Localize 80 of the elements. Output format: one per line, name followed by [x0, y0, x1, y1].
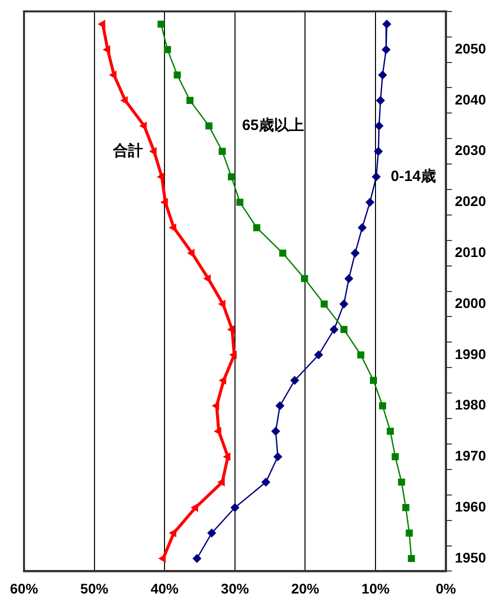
point	[386, 428, 394, 435]
point	[376, 96, 385, 105]
point	[382, 45, 391, 54]
series-label: 0-14歳	[390, 168, 436, 185]
point	[330, 324, 339, 334]
point	[218, 148, 226, 155]
point	[290, 376, 300, 385]
point	[301, 275, 308, 282]
point	[190, 503, 198, 512]
y-tick-label: 1980	[454, 396, 486, 413]
point	[253, 224, 260, 232]
y-tick-label: 2020	[454, 193, 486, 210]
point	[372, 172, 381, 182]
point	[98, 20, 106, 28]
point	[379, 402, 386, 410]
series-label: 合計	[112, 142, 144, 160]
point	[402, 504, 410, 512]
point	[370, 376, 377, 384]
point	[398, 478, 406, 486]
point	[174, 71, 181, 79]
y-tick-label: 2030	[454, 142, 486, 158]
x-tick-label: 20%	[291, 580, 320, 596]
point	[408, 554, 415, 562]
point	[320, 300, 328, 308]
point	[314, 350, 324, 360]
point	[203, 274, 211, 283]
point	[374, 146, 383, 156]
point	[187, 248, 195, 258]
point	[279, 250, 286, 257]
point	[406, 529, 413, 537]
y-tick-label: 1990	[454, 346, 486, 362]
point	[340, 326, 348, 334]
point	[192, 554, 202, 563]
point	[273, 452, 282, 462]
point	[158, 20, 165, 28]
y-tick-label: 2040	[454, 91, 486, 108]
point	[271, 426, 280, 436]
point	[350, 248, 360, 258]
x-tick-label: 50%	[80, 580, 109, 596]
y-tick-label: 1950	[454, 549, 486, 566]
point	[217, 478, 225, 486]
point	[156, 172, 164, 182]
point	[205, 122, 212, 130]
point	[222, 452, 230, 462]
x-tick-label: 60%	[10, 580, 39, 596]
x-tick-label: 40%	[150, 580, 180, 596]
point	[168, 528, 176, 538]
point	[365, 198, 374, 207]
point	[275, 401, 284, 410]
y-tick-label: 2000	[454, 294, 486, 311]
point	[168, 223, 176, 232]
point	[392, 453, 399, 460]
point	[230, 503, 240, 512]
point	[374, 121, 384, 130]
point	[236, 198, 244, 206]
y-tick-label: 1960	[454, 498, 486, 514]
point	[120, 96, 128, 105]
x-tick-label: 30%	[220, 580, 250, 596]
point	[261, 478, 270, 487]
point	[229, 350, 237, 360]
y-tick-label: 1970	[454, 448, 486, 464]
point	[228, 173, 235, 180]
y-tick-label: 2010	[454, 244, 486, 260]
point	[382, 20, 392, 29]
x-tick-label: 0%	[436, 580, 457, 596]
x-tick-label: 10%	[362, 580, 390, 596]
point	[358, 223, 367, 232]
series-label: 65歳以上	[242, 117, 304, 134]
point	[149, 147, 157, 156]
point	[344, 274, 354, 284]
point	[102, 45, 110, 54]
point	[207, 528, 216, 538]
point	[378, 70, 388, 80]
y-tick-label: 2050	[454, 40, 486, 56]
point	[227, 325, 235, 334]
point	[357, 351, 364, 358]
point	[186, 96, 194, 104]
point	[339, 300, 348, 309]
point	[212, 401, 220, 410]
point	[164, 46, 171, 54]
